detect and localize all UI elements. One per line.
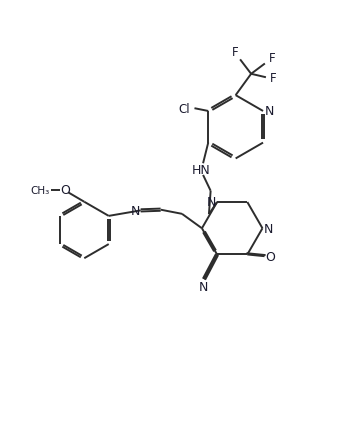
Text: N: N — [131, 204, 141, 218]
Text: F: F — [269, 72, 276, 85]
Text: N: N — [264, 222, 273, 235]
Text: HN: HN — [192, 163, 211, 176]
Text: CH₃: CH₃ — [30, 185, 49, 195]
Text: N: N — [265, 105, 274, 118]
Text: O: O — [60, 183, 70, 196]
Text: N: N — [198, 281, 208, 294]
Text: Cl: Cl — [178, 102, 190, 115]
Text: F: F — [232, 46, 238, 59]
Text: N: N — [206, 195, 216, 208]
Text: F: F — [268, 52, 275, 65]
Text: O: O — [266, 250, 275, 263]
